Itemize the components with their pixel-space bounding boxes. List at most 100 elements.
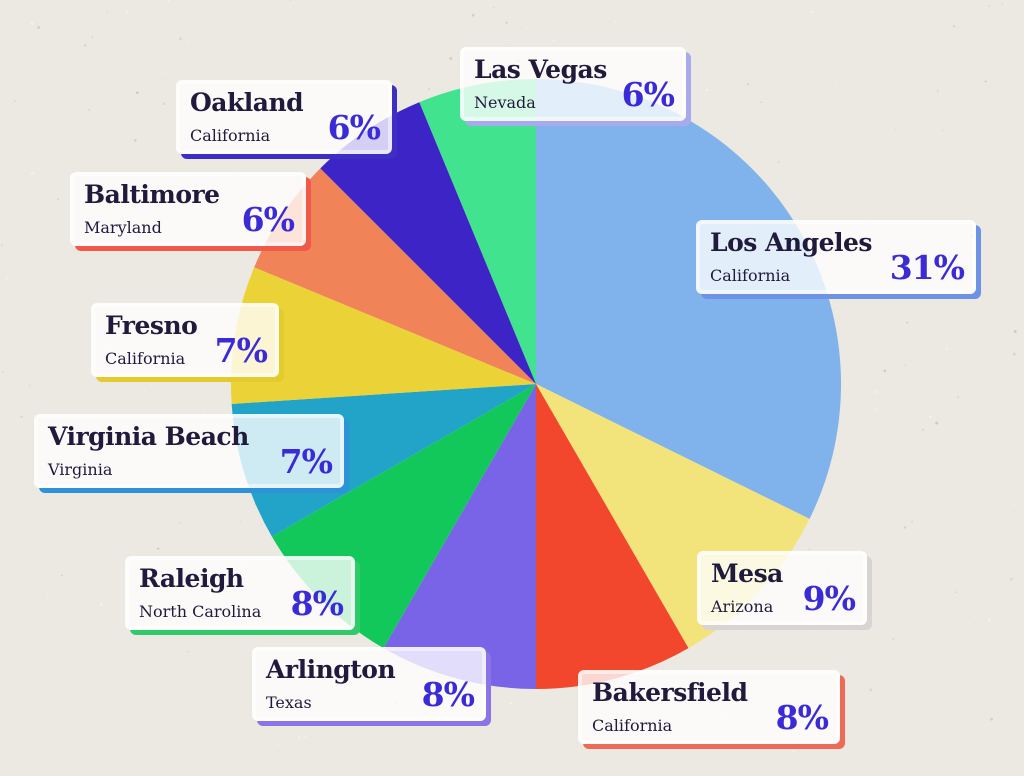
paper-speck — [935, 421, 939, 425]
paper-speck — [1, 244, 3, 246]
paper-speck — [921, 429, 924, 431]
label-los-angeles: Los Angeles California 31% — [696, 220, 976, 294]
percentage-label: 7% — [214, 331, 268, 370]
paper-speck — [57, 198, 60, 201]
pie-slice-oakland — [320, 102, 536, 384]
paper-speck — [1001, 3, 1004, 5]
label-oakland: Oakland California 6% — [176, 80, 392, 154]
paper-speck — [904, 364, 906, 366]
paper-speck — [955, 591, 958, 594]
paper-speck — [142, 126, 144, 128]
paper-speck — [863, 216, 865, 218]
paper-speck — [169, 114, 171, 116]
paper-speck — [892, 329, 894, 331]
paper-speck — [867, 581, 870, 584]
pie-slice-baltimore — [254, 168, 536, 384]
label-bakersfield: Bakersfield California 8% — [578, 670, 840, 744]
paper-speck — [962, 116, 965, 118]
paper-speck — [777, 161, 780, 163]
paper-speck — [304, 735, 307, 738]
state-name: North Carolina — [139, 602, 262, 621]
paper-speck — [95, 103, 97, 105]
paper-speck — [91, 36, 94, 38]
paper-speck — [879, 625, 881, 627]
paper-speck — [100, 603, 103, 606]
paper-speck — [120, 146, 123, 149]
label-arlington: Arlington Texas 8% — [252, 647, 486, 721]
percentage-label: 6% — [621, 75, 675, 114]
paper-speck — [30, 171, 34, 175]
paper-speck — [990, 717, 993, 721]
city-name: Raleigh — [139, 564, 244, 593]
percentage-label: 9% — [802, 579, 856, 618]
paper-speck — [471, 13, 475, 17]
paper-speck — [894, 129, 896, 131]
state-name: Texas — [266, 693, 312, 712]
paper-speck — [454, 740, 456, 743]
paper-speck — [1012, 352, 1016, 356]
paper-speck — [1013, 330, 1017, 333]
paper-speck — [14, 100, 16, 102]
paper-speck — [254, 503, 256, 505]
paper-speck — [185, 39, 189, 42]
percentage-label: 8% — [290, 584, 344, 623]
paper-speck — [984, 80, 987, 83]
city-name: Los Angeles — [710, 228, 872, 257]
pie-slice-los-angeles — [536, 79, 842, 519]
paper-speck — [136, 91, 139, 95]
paper-speck — [567, 17, 569, 20]
paper-speck — [849, 387, 851, 390]
paper-speck — [808, 548, 810, 550]
paper-speck — [234, 643, 236, 646]
paper-speck — [875, 390, 879, 394]
paper-speck — [126, 10, 129, 14]
paper-speck — [967, 621, 970, 624]
paper-speck — [289, 0, 292, 1]
city-name: Bakersfield — [592, 678, 748, 707]
paper-speck — [37, 26, 40, 29]
city-name: Virginia Beach — [48, 422, 249, 451]
paper-speck — [869, 688, 873, 692]
paper-speck — [724, 745, 727, 748]
paper-speck — [204, 408, 206, 411]
paper-speck — [534, 753, 537, 756]
label-mesa: Mesa Arizona 9% — [697, 551, 867, 625]
percentage-label: 7% — [279, 442, 333, 481]
paper-speck — [505, 39, 507, 42]
city-name: Arlington — [266, 655, 396, 684]
label-fresno: Fresno California 7% — [91, 303, 279, 377]
state-name: Arizona — [711, 597, 774, 616]
paper-speck — [899, 333, 901, 335]
paper-speck — [157, 547, 160, 550]
paper-speck — [911, 520, 913, 523]
paper-speck — [452, 10, 454, 12]
paper-speck — [987, 618, 991, 622]
paper-speck — [167, 0, 170, 2]
paper-speck — [106, 11, 108, 13]
paper-speck — [952, 24, 956, 28]
city-name: Las Vegas — [474, 55, 607, 84]
paper-speck — [988, 5, 990, 7]
paper-speck — [20, 415, 23, 419]
percentage-label: 6% — [241, 200, 295, 239]
paper-speck — [853, 140, 855, 142]
paper-speck — [760, 101, 762, 104]
paper-speck — [297, 736, 301, 739]
state-name: Maryland — [84, 218, 162, 237]
paper-speck — [885, 334, 888, 337]
paper-speck — [892, 638, 895, 640]
paper-speck — [162, 102, 166, 105]
paper-speck — [805, 768, 807, 770]
paper-speck — [936, 89, 939, 93]
city-name: Fresno — [105, 311, 198, 340]
pie-slice-fresno — [230, 267, 536, 404]
paper-speck — [88, 108, 91, 111]
paper-speck — [186, 650, 189, 653]
paper-speck — [927, 620, 929, 622]
paper-speck — [614, 20, 617, 23]
paper-speck — [1022, 10, 1023, 12]
paper-speck — [61, 574, 63, 577]
paper-speck — [811, 11, 814, 14]
paper-speck — [164, 72, 167, 75]
